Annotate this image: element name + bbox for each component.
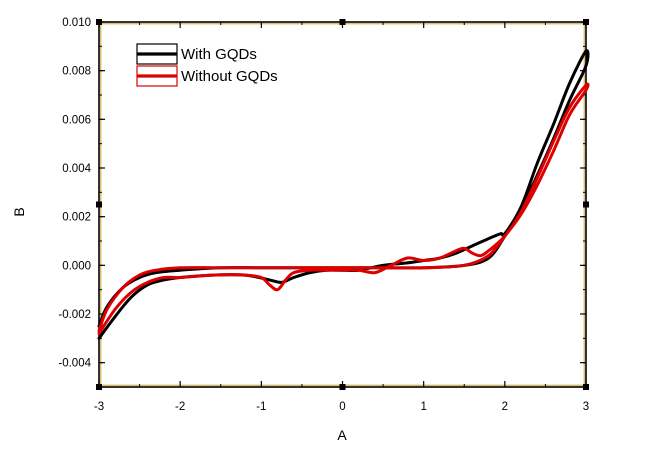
x-tick-label: 0 (339, 401, 345, 413)
legend: With GQDs Without GQDs (136, 43, 278, 87)
legend-label: With GQDs (181, 46, 257, 63)
y-tick-label: 0.010 (62, 17, 91, 29)
x-tick-label: -3 (94, 401, 104, 413)
y-tick-label: 0.002 (62, 212, 91, 224)
x-axis: -3 -2 -1 0 1 2 3 (94, 22, 589, 413)
x-tick-label: 1 (420, 401, 426, 413)
x-tick-label: -2 (175, 401, 185, 413)
y-axis-title: B (11, 207, 27, 216)
x-tick-label: -1 (256, 401, 266, 413)
series-line-1 (97, 49, 590, 340)
series-layer (97, 49, 590, 340)
y-tick-label: -0.002 (58, 309, 91, 321)
x-tick-label: 2 (502, 401, 508, 413)
x-axis-title: A (337, 427, 347, 443)
y-tick-label: 0.008 (62, 66, 91, 78)
y-tick-label: -0.004 (58, 358, 91, 370)
legend-label: Without GQDs (181, 68, 278, 85)
frame-handle (96, 201, 102, 208)
y-tick-label: 0.000 (62, 260, 91, 272)
x-tick-label: 3 (583, 401, 589, 413)
frame-handle (583, 201, 589, 208)
y-axis: -0.004 -0.002 0.000 0.002 0.004 0.006 0.008 0.0… (58, 17, 586, 388)
series-line-2 (97, 82, 590, 335)
y-tick-label: 0.004 (62, 163, 91, 175)
y-tick-label: 0.006 (62, 114, 91, 126)
